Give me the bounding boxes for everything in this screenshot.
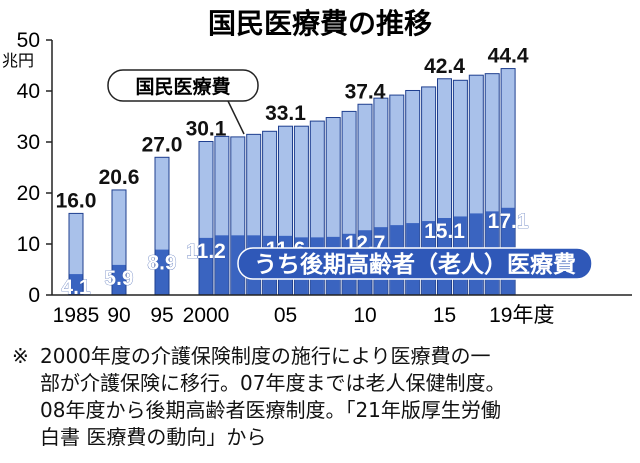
elder-label-2015: 15.1 [424, 220, 465, 243]
y-tick-label-40: 40 [17, 80, 40, 103]
total-label-2019: 44.4 [488, 45, 529, 68]
bar-elder-1985 [69, 274, 83, 295]
y-tick-label-30: 30 [17, 131, 40, 154]
total-callout-text: 国民医療費 [135, 75, 230, 98]
footnote: 2000年度の介護保険制度の施行により医療費の一 部が介護保険に移行。07年度ま… [40, 343, 636, 451]
elder-label-1985: 4.1 [61, 276, 91, 299]
y-tick-label-20: 20 [17, 182, 40, 205]
y-tick-label-50: 50 [17, 29, 40, 52]
total-label-1985: 16.0 [56, 189, 97, 212]
y-tick-label-0: 0 [28, 284, 40, 307]
bar-elder-1990 [112, 264, 126, 295]
elder-label-2000: 11.2 [186, 240, 226, 263]
total-label-1990: 20.6 [99, 166, 140, 189]
bar-elder-2001 [215, 235, 229, 295]
footnote-line-2: 部が介護保険に移行。07年度までは老人保健制度。 [40, 371, 506, 395]
bar-elder-2000 [199, 237, 213, 295]
total-label-2005: 33.1 [265, 102, 306, 125]
total-callout-pointer [227, 100, 245, 135]
bar-elder-1995 [155, 249, 169, 295]
total-label-2000: 30.1 [186, 117, 227, 140]
elder-label-1990: 5.9 [104, 267, 133, 290]
total-label-2015: 42.4 [424, 55, 465, 78]
x-tick-label-15: 15 [433, 304, 456, 327]
elder-callout-text: うち後期高齢者（老人）医療費 [254, 251, 576, 278]
total-label-2010: 37.4 [345, 80, 386, 103]
x-tick-label-2000: 2000 [183, 304, 230, 327]
y-unit-label: 兆円 [2, 51, 34, 70]
elder-label-2019: 17.1 [488, 210, 529, 233]
x-tick-label-10: 10 [353, 304, 376, 327]
y-tick-label-10: 10 [17, 233, 40, 256]
x-tick-label-05: 05 [274, 304, 297, 327]
elder-callout-box [237, 247, 593, 280]
footnote-line-1: 2000年度の介護保険制度の施行により医療費の一 [40, 344, 491, 368]
chart-title: 国民医療費の推移 [208, 7, 432, 40]
footnote-line-4: 白書 医療費の動向」から [40, 425, 267, 449]
x-tick-label-95: 95 [150, 304, 173, 327]
total-label-1995: 27.0 [142, 133, 183, 156]
note-mark: ※ [12, 344, 29, 368]
x-tick-label-1985: 1985 [53, 304, 100, 327]
x-axis-ticks: 1985 90 95 2000 05 10 15 19年度 [53, 304, 555, 327]
x-tick-label-90: 90 [107, 304, 130, 327]
elder-label-1995: 8.9 [147, 252, 176, 275]
footnote-line-3: 08年度から後期高齢者医療制度。「21年版厚生労働 [40, 398, 501, 422]
total-callout-box [107, 69, 259, 102]
x-tick-label-19年度: 19年度 [489, 304, 554, 327]
